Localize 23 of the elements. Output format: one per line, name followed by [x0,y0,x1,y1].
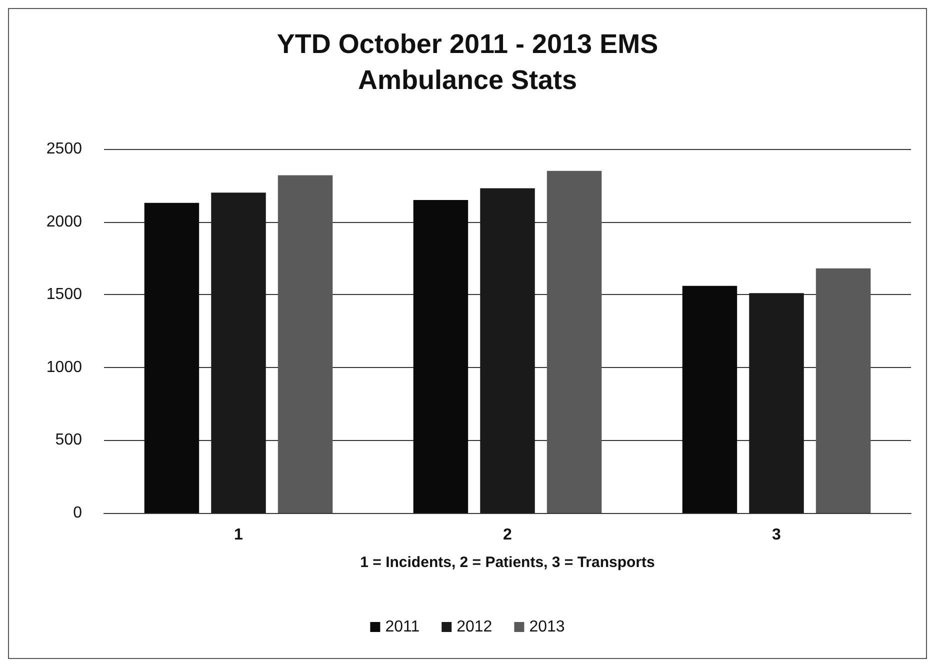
legend-label: 2013 [529,618,565,636]
bar [278,175,333,513]
bar [682,286,738,513]
y-tick-label: 0 [73,504,82,522]
x-tick-label: 2 [503,526,512,544]
bar [413,200,468,513]
bar [211,192,266,513]
bar [749,293,804,513]
y-tick-label: 1500 [46,286,82,304]
bar [144,202,200,513]
y-tick-label: 500 [55,432,82,449]
x-tick-label: 3 [772,526,782,544]
bar [546,170,602,513]
y-tick-label: 1000 [46,358,82,376]
bar [816,268,871,513]
legend-label: 2012 [456,618,492,636]
y-tick-label: 2500 [46,140,82,158]
chart-title: YTD October 2011 - 2013 EMS Ambulance Stats [276,29,658,95]
bar [480,188,535,513]
x-tick-label: 1 [234,526,244,544]
y-tick-label: 2000 [46,213,82,230]
x-axis-title: 1 = Incidents, 2 = Patients, 3 = Transports [360,554,655,571]
legend-label: 2011 [385,618,420,636]
